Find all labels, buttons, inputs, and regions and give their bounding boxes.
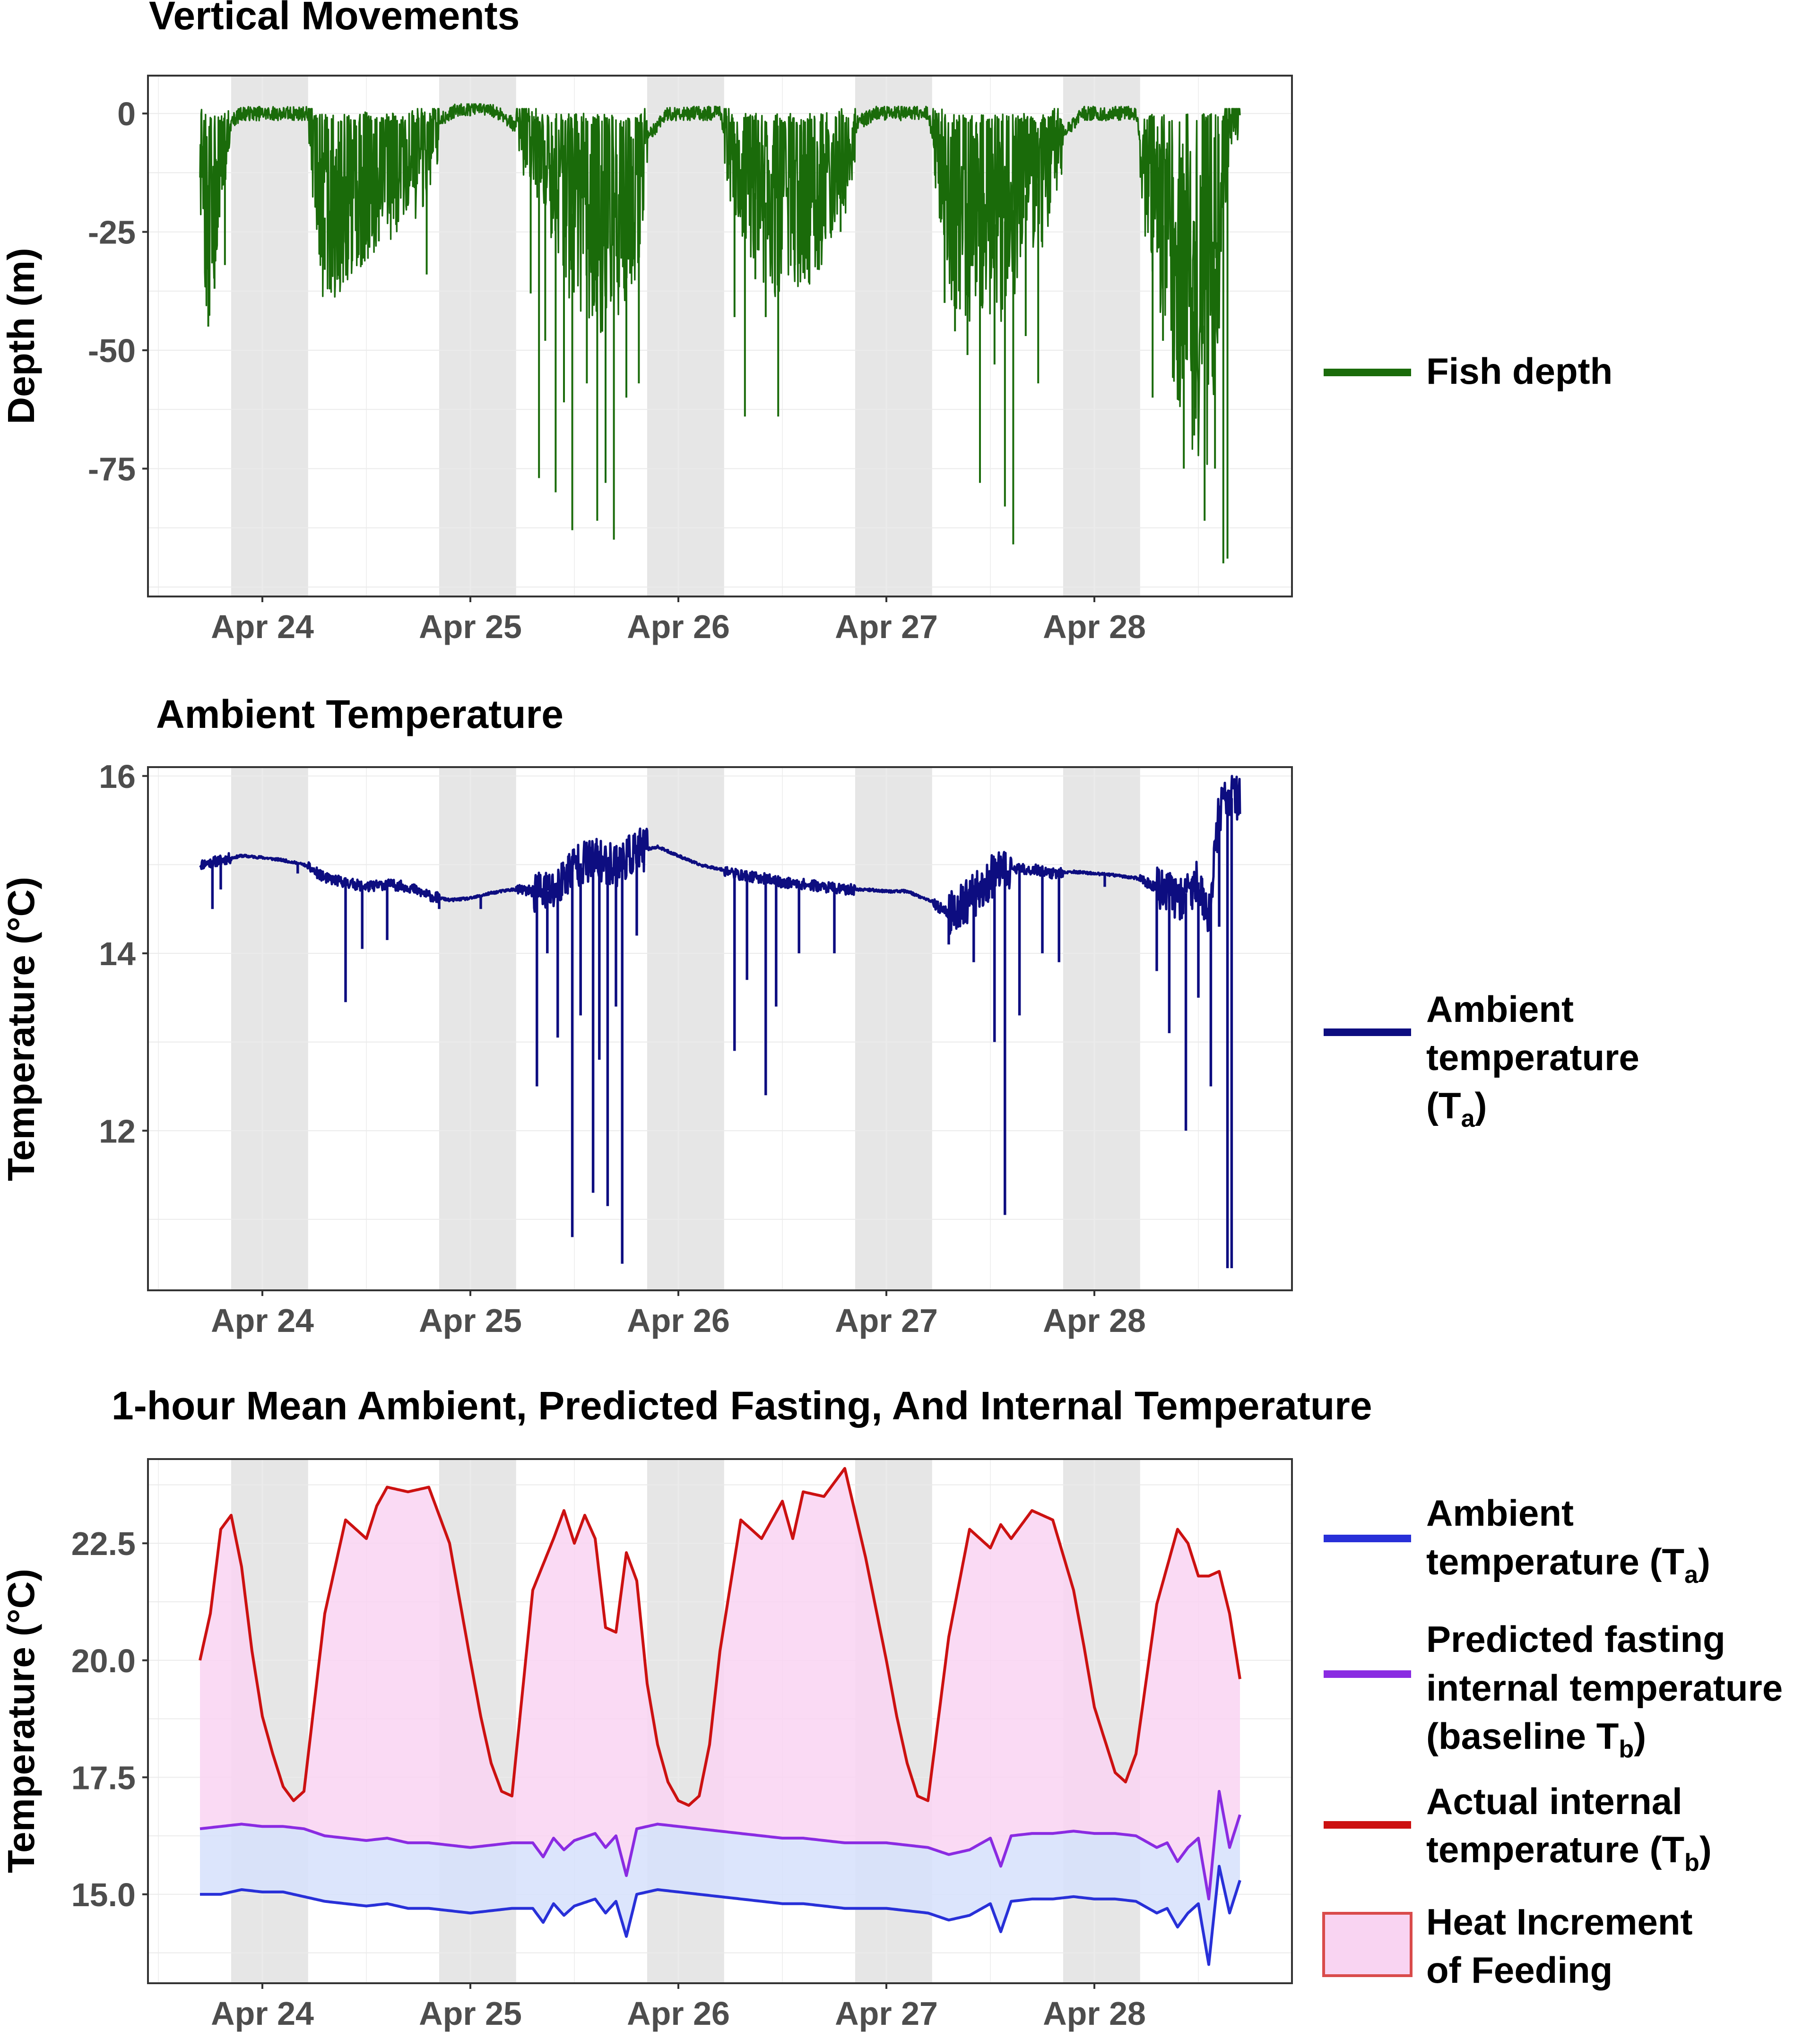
legend3-ambient-line2: temperature (Ta) — [1426, 1541, 1710, 1589]
panel3-title: 1-hour Mean Ambient, Predicted Fasting, … — [112, 1383, 1372, 1428]
p3-y-tick-label: 17.5 — [71, 1759, 136, 1796]
p2-night-band — [231, 767, 308, 1290]
ambient-series-line — [199, 775, 1241, 935]
legend3-internal-suffix: ) — [1699, 1829, 1712, 1870]
panel1-y-axis: 0 -25 -50 -75 — [88, 95, 148, 488]
p2-x-tick-label: Apr 28 — [1043, 1302, 1146, 1339]
p3-y-tick-label: 15.0 — [71, 1876, 136, 1913]
legend3-hif-line1: Heat Increment — [1426, 1901, 1693, 1943]
p2-night-band — [1063, 767, 1140, 1290]
p2-night-band — [855, 767, 932, 1290]
legend3-hif-line2: of Feeding — [1426, 1949, 1612, 1991]
p2-y-tick-label: 12 — [99, 1113, 136, 1149]
panel2-x-axis: Apr 24 Apr 25 Apr 26 Apr 27 Apr 28 — [211, 1290, 1146, 1339]
heat-increment-fill — [200, 1468, 1240, 1899]
p1-night-band — [855, 76, 932, 596]
legend-swatch-heat-increment — [1322, 1912, 1413, 1977]
panel1-title: Vertical Movements — [149, 0, 520, 38]
legend3-fasting-line1: Predicted fasting — [1426, 1618, 1725, 1660]
p1-night-band — [439, 76, 516, 596]
ambient-mean-line — [200, 1865, 1241, 1966]
p1-x-tick-label: Apr 25 — [419, 608, 522, 645]
depth-series-line — [199, 103, 1241, 465]
panel2-night-bands — [231, 767, 1140, 1290]
panel3-fills — [200, 1468, 1240, 1965]
legend3-ambient-subscript: a — [1684, 1561, 1699, 1589]
legend3-internal-prefix: temperature (T — [1426, 1829, 1684, 1870]
legend-ambient-sub-suffix: ) — [1475, 1085, 1487, 1126]
p3-x-tick-label: Apr 26 — [627, 1995, 730, 2032]
legend-label-ambient-line3: (Ta) — [1426, 1085, 1487, 1132]
legend-label-fish-depth: Fish depth — [1426, 350, 1612, 392]
panel2-legend: Ambient temperature (Ta) — [1324, 988, 1639, 1132]
panel-vertical-movements: Vertical Movements 0-25-50-75 Apr 24 Apr … — [0, 0, 1612, 645]
p1-y-tick-label: -25 — [88, 214, 136, 251]
p1-x-tick-label: Apr 27 — [835, 608, 938, 645]
legend3-fasting-line3: (baseline Tb) — [1426, 1715, 1646, 1763]
ambient-to-fasting-band — [200, 1791, 1240, 1965]
legend-ambient-subscript: a — [1461, 1105, 1475, 1132]
internal-temperature-line — [199, 1467, 1241, 1807]
p2-x-tick-label: Apr 25 — [419, 1302, 522, 1339]
panel2-border — [147, 766, 1293, 1291]
p1-x-tick-label: Apr 28 — [1043, 608, 1146, 645]
legend3-ambient-suffix: ) — [1698, 1541, 1710, 1582]
p1-x-tick-label: Apr 26 — [627, 608, 730, 645]
panel2-y-axis-label: Temperature (°C) — [0, 877, 42, 1181]
legend3-ambient-line1: Ambient — [1426, 1492, 1574, 1534]
p3-x-tick-label: Apr 25 — [419, 1995, 522, 2032]
legend3-internal-subscript: b — [1684, 1849, 1699, 1876]
panel1-border — [147, 75, 1293, 597]
p3-x-tick-label: Apr 24 — [211, 1995, 314, 2032]
panel1-night-bands — [231, 76, 1140, 596]
p1-night-band — [647, 76, 724, 596]
p1-y-tick-label: 0 — [117, 95, 136, 132]
panel3-border — [147, 1458, 1293, 1984]
p1-y-tick-label: -75 — [88, 451, 136, 488]
fasting-baseline-line — [199, 1790, 1241, 1901]
p1-y-tick-label: -50 — [88, 332, 136, 369]
p2-night-band — [439, 767, 516, 1290]
p3-x-tick-label: Apr 27 — [835, 1995, 938, 2032]
panel1-series — [199, 103, 1241, 563]
p2-y-tick-label: 16 — [99, 758, 136, 795]
legend3-fasting-suffix: ) — [1634, 1715, 1646, 1757]
legend3-internal-line1: Actual internal — [1426, 1780, 1682, 1822]
legend3-internal-line2: temperature (Tb) — [1426, 1829, 1712, 1876]
p1-night-band — [231, 76, 308, 596]
legend-label-ambient-line2: temperature — [1426, 1037, 1639, 1078]
panel3-series — [199, 1467, 1241, 1966]
panel1-y-axis-label: Depth (m) — [0, 248, 42, 424]
panel3-legend: Ambient temperature (Ta) Predicted fasti… — [1322, 1492, 1783, 1991]
panel2-y-axis: 12 14 16 — [99, 758, 148, 1149]
panel3-y-axis-label: Temperature (°C) — [0, 1569, 42, 1873]
p2-x-tick-label: Apr 27 — [835, 1302, 938, 1339]
p3-y-tick-label: 20.0 — [71, 1642, 136, 1679]
panel1-legend: Fish depth — [1324, 350, 1612, 392]
legend3-fasting-line2: internal temperature — [1426, 1667, 1783, 1709]
panel3-x-axis: Apr 24 Apr 25 Apr 26 Apr 27 Apr 28 — [211, 1983, 1146, 2032]
p2-night-band — [647, 767, 724, 1290]
p3-x-tick-label: Apr 28 — [1043, 1995, 1146, 2032]
p1-x-tick-label: Apr 24 — [211, 608, 314, 645]
panel2-gridlines — [148, 767, 1292, 1290]
panel2-title: Ambient Temperature — [156, 692, 563, 736]
panel-mean-temperatures: 1-hour Mean Ambient, Predicted Fasting, … — [0, 1383, 1783, 2032]
legend-label-ambient-line1: Ambient — [1426, 988, 1574, 1030]
legend3-fasting-prefix: (baseline T — [1426, 1715, 1619, 1757]
p2-y-tick-label: 14 — [99, 935, 136, 972]
panel1-x-axis: Apr 24 Apr 25 Apr 26 Apr 27 Apr 28 — [211, 596, 1146, 645]
p3-y-tick-label: 22.5 — [71, 1525, 136, 1562]
p2-x-tick-label: Apr 24 — [211, 1302, 314, 1339]
p2-x-tick-label: Apr 26 — [627, 1302, 730, 1339]
legend3-fasting-subscript: b — [1619, 1736, 1634, 1763]
legend-ambient-sub-prefix: (T — [1426, 1085, 1461, 1126]
panel2-series — [199, 775, 1241, 1269]
p1-night-band — [1063, 76, 1140, 596]
legend3-ambient-prefix: temperature (T — [1426, 1541, 1684, 1582]
panel3-y-axis: 15.0 17.5 20.0 22.5 — [71, 1525, 148, 1913]
